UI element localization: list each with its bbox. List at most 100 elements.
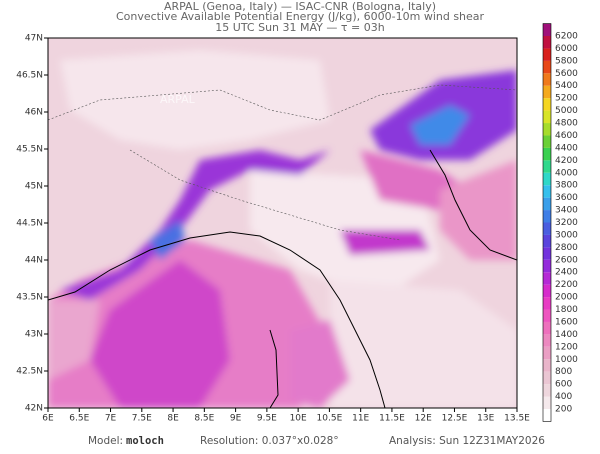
colorbar-label: 2000 [555,293,578,303]
colorbar-segment [543,359,551,372]
colorbar-segment [543,259,551,273]
colorbar-segment [543,23,551,36]
colorbar-segment [543,272,551,285]
lat-label: 46.5N [16,71,43,81]
colorbar-label: 1600 [555,317,578,327]
colorbar-label: 3800 [555,181,578,191]
colorbar-segment [543,98,551,111]
colorbar-label: 5400 [555,81,578,91]
colorbar-segment [543,123,551,136]
lat-label: 43.5N [16,293,43,303]
colorbar-label: 200 [555,405,572,415]
colorbar-segment [543,284,551,298]
colorbar-label: 3600 [555,193,578,203]
lat-label: 47N [25,34,43,44]
lon-label: 8E [167,414,179,424]
colorbar-label: 2600 [555,255,578,265]
colorbar-segment [543,73,551,86]
footer-analysis: Analysis: Sun 12Z31MAY2026 [389,435,545,447]
lon-label: 10.5E [317,414,343,424]
lon-label: 8.5E [194,414,214,424]
colorbar-segment [543,147,551,161]
lat-label: 45.5N [16,145,43,155]
colorbar-segment [543,36,551,49]
colorbar-segment [543,384,551,397]
colorbar-label: 3000 [555,230,578,240]
footer-model: moloch [126,435,164,447]
colorbar-segment [543,321,551,335]
colorbar-segment [543,110,551,124]
colorbar-segment [543,247,551,260]
colorbar-label: 1000 [555,355,578,365]
lat-label: 46N [25,108,43,118]
colorbar-segment [543,334,551,347]
colorbar-label: 5000 [555,106,578,116]
lon-label: 13E [477,414,494,424]
lat-label: 42N [25,404,43,414]
colorbar-label: 3200 [555,218,578,228]
lon-label: 11.5E [379,414,405,424]
colorbar-segment [543,60,551,74]
lat-label: 42.5N [16,367,43,377]
colorbar-segment [543,309,551,322]
colorbar-label: 4400 [555,143,578,153]
colorbar-segment [543,346,551,360]
colorbar-label: 600 [555,380,572,390]
colorbar-label: 2200 [555,280,578,290]
colorbar-label: 5800 [555,56,578,66]
header-line: ARPAL (Genoa, Italy) — ISAC-CNR (Bologna… [164,0,436,13]
colorbar-label: 4800 [555,119,578,129]
watermark: ARPAL [160,93,196,106]
colorbar-label: 400 [555,392,572,402]
colorbar-label: 3400 [555,206,578,216]
lat-label: 44N [25,256,43,266]
colorbar-segment [543,371,551,385]
lon-label: 9E [230,414,242,424]
colorbar-segment [543,222,551,235]
colorbar-label: 2400 [555,268,578,278]
colorbar-label: 6000 [555,44,578,54]
header-line: Convective Available Potential Energy (J… [116,10,485,23]
colorbar-segment [543,172,551,186]
lon-label: 13.5E [504,414,530,424]
colorbar-label: 1800 [555,305,578,315]
colorbar-label: 800 [555,367,572,377]
lon-label: 12.5E [442,414,468,424]
lat-label: 44.5N [16,219,43,229]
lat-label: 45N [25,182,43,192]
colorbar-segment [543,197,551,211]
colorbar-label: 2800 [555,243,578,253]
colorbar-label: 5200 [555,94,578,104]
colorbar-segment [543,234,551,248]
colorbar-label: 1200 [555,342,578,352]
lon-label: 11E [352,414,369,424]
colorbar-label: 1400 [555,330,578,340]
colorbar-label: 4000 [555,168,578,178]
colorbar-segment [543,210,551,223]
colorbar-segment [543,160,551,173]
colorbar-segment [543,135,551,148]
colorbar-label: 5600 [555,69,578,79]
lon-label: 9.5E [257,414,277,424]
footer-model-label: Model: [88,435,123,447]
lon-label: 10E [290,414,307,424]
lon-label: 7E [105,414,117,424]
map-field [48,38,517,408]
lon-label: 7.5E [132,414,152,424]
colorbar-segment [543,297,551,310]
colorbar-segment [543,185,551,198]
lon-label: 12E [415,414,432,424]
lat-label: 43N [25,330,43,340]
colorbar-segment [543,409,551,422]
lon-label: 6.5E [69,414,89,424]
colorbar-frame [542,23,552,422]
colorbar-label: 6200 [555,32,578,42]
colorbar-segment [543,48,551,61]
lon-label: 6E [42,414,54,424]
colorbar-segment [543,85,551,99]
footer-resolution: Resolution: 0.037°x0.028° [200,435,339,447]
colorbar-label: 4200 [555,156,578,166]
header-line: 15 UTC Sun 31 MAY — τ = 03h [215,21,384,34]
colorbar-segment [543,396,551,409]
